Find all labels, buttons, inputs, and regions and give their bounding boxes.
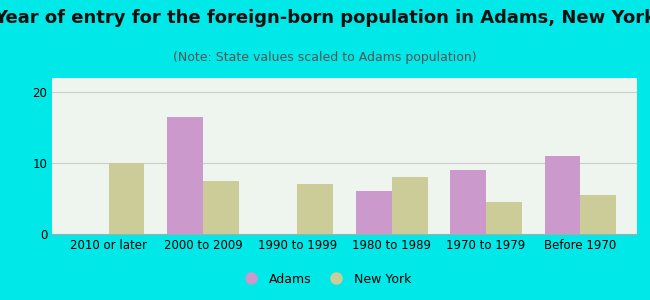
Legend: Adams, New York: Adams, New York bbox=[234, 268, 416, 291]
Bar bbox=[545, 156, 580, 234]
Bar bbox=[486, 202, 522, 234]
Bar bbox=[392, 177, 428, 234]
Bar bbox=[203, 181, 239, 234]
Bar bbox=[297, 184, 333, 234]
Bar bbox=[109, 163, 144, 234]
Bar bbox=[167, 117, 203, 234]
Text: Year of entry for the foreign-born population in Adams, New York: Year of entry for the foreign-born popul… bbox=[0, 9, 650, 27]
Bar bbox=[356, 191, 392, 234]
Text: (Note: State values scaled to Adams population): (Note: State values scaled to Adams popu… bbox=[173, 51, 477, 64]
Bar bbox=[580, 195, 616, 234]
Bar bbox=[450, 170, 486, 234]
